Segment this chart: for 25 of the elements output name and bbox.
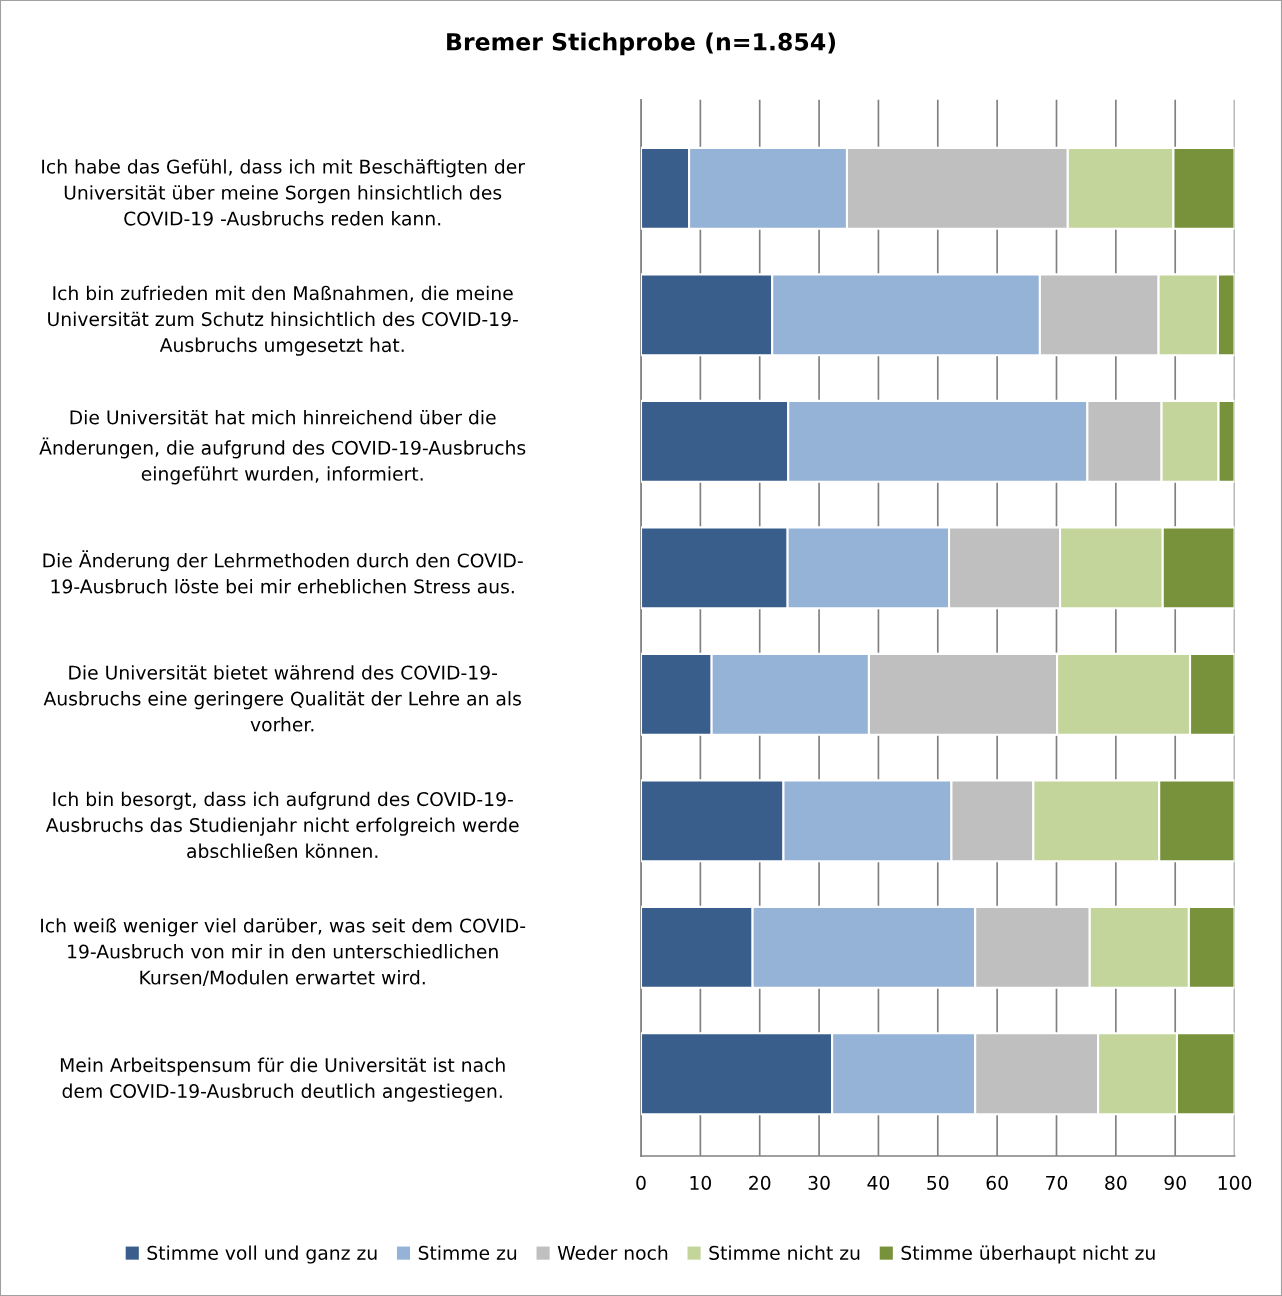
x-tick-label: 30 bbox=[808, 1175, 830, 1190]
y-tick-label: Ich habe das Gefühl, dass ich mit Beschäftigten der Universität über meine Sorgen hinsichtlich des COVID-19 -Ausbruchs reden kann. bbox=[42, 159, 525, 226]
legend-label: Stimme zu bbox=[418, 1245, 517, 1260]
x-tick-label: 50 bbox=[927, 1175, 949, 1190]
x-tick-label: 40 bbox=[867, 1175, 890, 1190]
y-tick-label: Die Universität bietet während des COVID-19- Ausbruchs eine geringere Qualität der Lehre an als vorher. bbox=[43, 665, 521, 732]
legend-label: Stimme voll und ganz zu bbox=[147, 1245, 377, 1264]
x-tick-label: 80 bbox=[1105, 1175, 1127, 1190]
y-tick-label: Mein Arbeitspensum für die Universität ist nach dem COVID-19-Ausbruch deutlich angestiegen. bbox=[60, 1057, 505, 1102]
legend-label: Stimme überhaupt nicht zu bbox=[901, 1245, 1155, 1264]
y-tick-label: Die Änderung der Lehrmethoden durch den COVID- 19-Ausbruch löste bei mir erheblichen Stress aus. bbox=[43, 550, 523, 594]
y-tick-label: Die Universität hat mich hinreichend über die Änderungen, die aufgrund des COVID-19-Ausbruchs eingeführt wurden, informiert. bbox=[39, 409, 526, 485]
x-tick-label: 90 bbox=[1164, 1175, 1186, 1190]
x-tick-label: 10 bbox=[690, 1175, 712, 1190]
y-tick-label: Ich bin zufrieden mit den Maßnahmen, die meine Universität zum Schutz hinsichtlich des COVID-19- Ausbruchs umgesetzt hat. bbox=[48, 285, 518, 356]
x-tick-label: 60 bbox=[986, 1175, 1008, 1190]
x-tick-label: 0 bbox=[636, 1175, 646, 1190]
legend-label: Weder noch bbox=[557, 1245, 668, 1260]
legend-label: Stimme nicht zu bbox=[709, 1245, 860, 1260]
y-tick-label: Ich weiß weniger viel darüber, was seit dem COVID- 19-Ausbruch von mir in den unterschiedlichen Kursen/Modulen erwartet wird. bbox=[41, 918, 526, 987]
x-tick-label: 100 bbox=[1218, 1175, 1252, 1190]
x-tick-label: 20 bbox=[749, 1175, 771, 1190]
chart-title: Bremer Stichprobe (n=1.854) bbox=[447, 32, 836, 56]
y-tick-label: Ich bin besorgt, dass ich aufgrund des COVID-19- Ausbruchs das Studienjahr nicht erfolgreich werde abschließen können. bbox=[45, 791, 519, 859]
x-tick-label: 70 bbox=[1046, 1175, 1068, 1190]
